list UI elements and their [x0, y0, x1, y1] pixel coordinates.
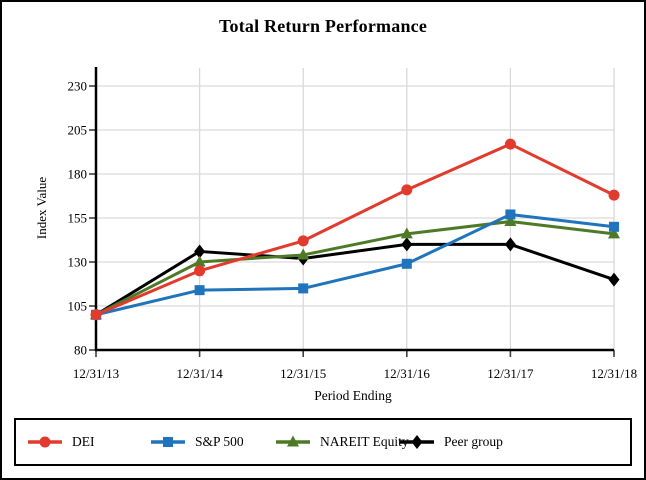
legend: DEI S&P 500 NAREIT Equity Peer group — [14, 418, 632, 466]
marker-nareit-equity — [400, 227, 413, 239]
marker-peer-group — [504, 237, 516, 252]
x-axis-title: Period Ending — [314, 388, 392, 403]
legend-label-s-p-500: S&P 500 — [195, 434, 244, 449]
y-tick-label: 230 — [68, 79, 88, 94]
series-peer-group — [90, 237, 620, 322]
marker-peer-group — [401, 237, 413, 252]
marker-dei — [297, 235, 309, 247]
series-nareit-equity — [90, 215, 620, 320]
marker-nareit-equity — [504, 215, 517, 227]
marker-s-p-500 — [298, 283, 309, 294]
legend-item-nareit-equity: NAREIT Equity — [275, 420, 409, 464]
legend-glyph-peer-group — [411, 435, 423, 449]
series-line-s-p-500 — [94, 212, 616, 317]
x-tick-label: 12/31/13 — [73, 366, 119, 381]
series-line-nareit-equity — [94, 220, 616, 317]
marker-s-p-500 — [194, 285, 205, 296]
x-tick-label: 12/31/15 — [280, 366, 326, 381]
legend-marker-s-p-500 — [151, 437, 185, 447]
x-tick-label: 12/31/17 — [487, 366, 534, 381]
marker-dei — [194, 265, 206, 277]
marker-s-p-500 — [505, 209, 516, 220]
y-tick-label: 130 — [68, 255, 88, 270]
marker-peer-group — [608, 272, 620, 287]
series-line-dei — [94, 142, 616, 317]
chart-title: Total Return Performance — [218, 16, 428, 36]
series-dei — [90, 138, 620, 321]
marker-dei — [401, 184, 413, 196]
marker-dei — [608, 189, 620, 201]
plot-area: 80 105 130 155 180 205 230 12/31/13 12/31/14 12/3… — [68, 67, 637, 381]
marker-dei — [90, 309, 102, 321]
legend-marker-peer-group — [400, 435, 434, 449]
series-line-peer-group — [94, 242, 616, 317]
x-tick-label: 12/31/16 — [384, 366, 431, 381]
marker-nareit-equity — [608, 227, 620, 239]
legend-marker-dei — [28, 436, 62, 448]
legend-label-dei: DEI — [72, 434, 95, 449]
y-tick-label: 105 — [68, 299, 88, 314]
marker-s-p-500 — [609, 221, 619, 232]
y-tick-label: 180 — [68, 167, 88, 182]
legend-label-peer-group: Peer group — [444, 434, 503, 449]
y-tick-label: 205 — [68, 123, 88, 138]
x-tick-label: 12/31/14 — [176, 366, 223, 381]
legend-glyph-dei — [39, 436, 51, 448]
marker-nareit-equity — [297, 248, 310, 260]
legend-item-dei: DEI — [27, 420, 95, 464]
legend-marker-nareit-equity — [276, 435, 310, 447]
y-tick-label: 80 — [74, 343, 87, 358]
marker-peer-group — [194, 244, 206, 259]
y-tick-label: 155 — [68, 211, 88, 226]
legend-item-peer-group: Peer group — [399, 420, 503, 464]
legend-glyph-s-p-500 — [163, 437, 173, 447]
marker-s-p-500 — [401, 258, 412, 269]
x-tick-label: 12/31/18 — [591, 366, 637, 381]
y-axis-title: Index Value — [34, 176, 49, 240]
legend-item-s-p-500: S&P 500 — [150, 420, 244, 464]
legend-label-nareit-equity: NAREIT Equity — [320, 434, 409, 449]
marker-dei — [504, 138, 516, 150]
marker-nareit-equity — [193, 255, 206, 267]
legend-glyph-nareit-equity — [287, 435, 299, 447]
